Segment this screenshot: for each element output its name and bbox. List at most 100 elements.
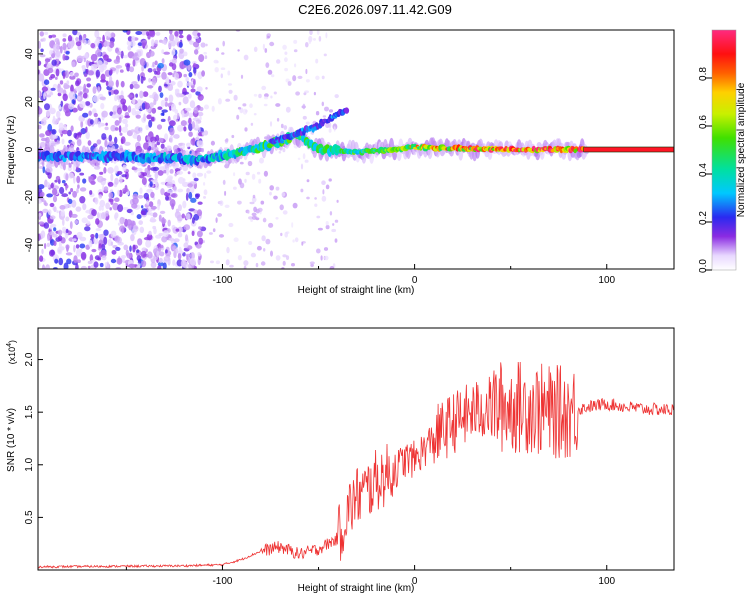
noise-speckle [99,199,106,208]
noise-speckle [134,52,138,57]
noise-speckle [334,219,339,223]
noise-speckle [119,216,125,225]
noise-speckle [218,234,225,238]
noise-speckle [155,180,158,188]
noise-speckle [162,262,167,269]
noise-speckle [156,141,160,146]
noise-speckle [118,189,123,198]
noise-speckle [283,125,288,130]
noise-speckle [169,120,176,127]
noise-speckle [256,245,262,251]
noise-speckle [177,232,183,238]
noise-speckle [108,192,114,199]
noise-speckle [72,30,78,36]
noise-speckle [334,94,339,99]
noise-speckle [256,171,261,175]
noise-speckle [196,86,203,92]
noise-speckle [333,126,336,132]
colorbar-label: Normalized spectral amplitude [736,82,747,217]
noise-speckle [271,74,275,78]
noise-speckle [72,190,77,198]
noise-speckle [58,240,62,249]
noise-speckle [158,232,164,237]
noise-speckle [169,169,174,174]
noise-speckle [75,206,82,212]
noise-speckle [115,79,119,88]
noise-speckle [142,91,149,97]
colorbar-frame [711,29,737,271]
noise-speckle [76,187,79,194]
noise-speckle [126,40,132,46]
noise-speckle [148,78,152,83]
noise-speckle [139,58,146,66]
noise-speckle [186,34,192,41]
noise-speckle [116,257,123,265]
noise-speckle [68,103,75,110]
noise-speckle [67,41,74,49]
noise-speckle [53,43,60,52]
noise-speckle [302,153,306,160]
noise-speckle [294,237,299,243]
noise-speckle [54,138,57,142]
noise-speckle [167,257,171,266]
noise-speckle [197,32,201,37]
noise-speckle [43,92,46,100]
noise-speckle [41,266,46,269]
noise-speckle [186,187,190,194]
noise-speckle [86,77,92,82]
noise-speckle [177,176,185,184]
noise-speckle [59,205,66,210]
noise-speckle [282,210,288,215]
noise-speckle [45,166,53,173]
noise-speckle [210,140,215,146]
noise-speckle [233,172,236,177]
spectrogram-content [38,30,674,269]
noise-speckle [59,80,64,85]
noise-speckle [146,188,153,193]
noise-speckle [65,173,69,181]
noise-speckle [65,184,69,189]
noise-speckle [204,172,207,179]
noise-speckle [187,93,192,99]
noise-speckle [270,250,273,257]
noise-speckle [61,193,69,198]
noise-speckle [135,31,143,35]
noise-speckle [149,94,154,99]
noise-speckle [38,73,45,82]
noise-speckle [81,217,88,224]
noise-speckle [163,37,168,46]
noise-speckle [182,142,185,150]
noise-speckle [79,236,87,242]
noise-speckle [38,124,42,130]
noise-speckle [94,117,99,125]
noise-speckle [250,122,254,126]
noise-speckle [98,205,102,211]
noise-speckle [162,230,169,238]
noise-speckle [150,116,155,122]
noise-speckle [38,184,45,190]
noise-speckle [109,207,112,211]
noise-speckle [68,172,74,179]
noise-speckle [117,107,122,115]
noise-speckle [62,218,65,226]
noise-speckle [90,234,95,239]
noise-speckle [186,142,191,148]
noise-speckle [45,109,51,117]
noise-speckle [134,110,141,115]
noise-speckle [198,237,204,245]
noise-speckle [51,59,57,66]
noise-speckle [201,70,206,77]
noise-speckle [98,42,102,50]
noise-speckle [204,55,208,60]
noise-speckle [140,30,147,36]
noise-speckle [193,78,196,86]
noise-speckle [193,213,200,221]
spectrogram-y-label: Frequency (Hz) [6,116,17,185]
noise-speckle [159,251,165,257]
noise-speckle [136,168,143,172]
noise-speckle [194,49,199,55]
noise-speckle [99,171,104,175]
noise-speckle [239,161,244,165]
noise-speckle [143,142,149,150]
noise-speckle [87,39,91,45]
